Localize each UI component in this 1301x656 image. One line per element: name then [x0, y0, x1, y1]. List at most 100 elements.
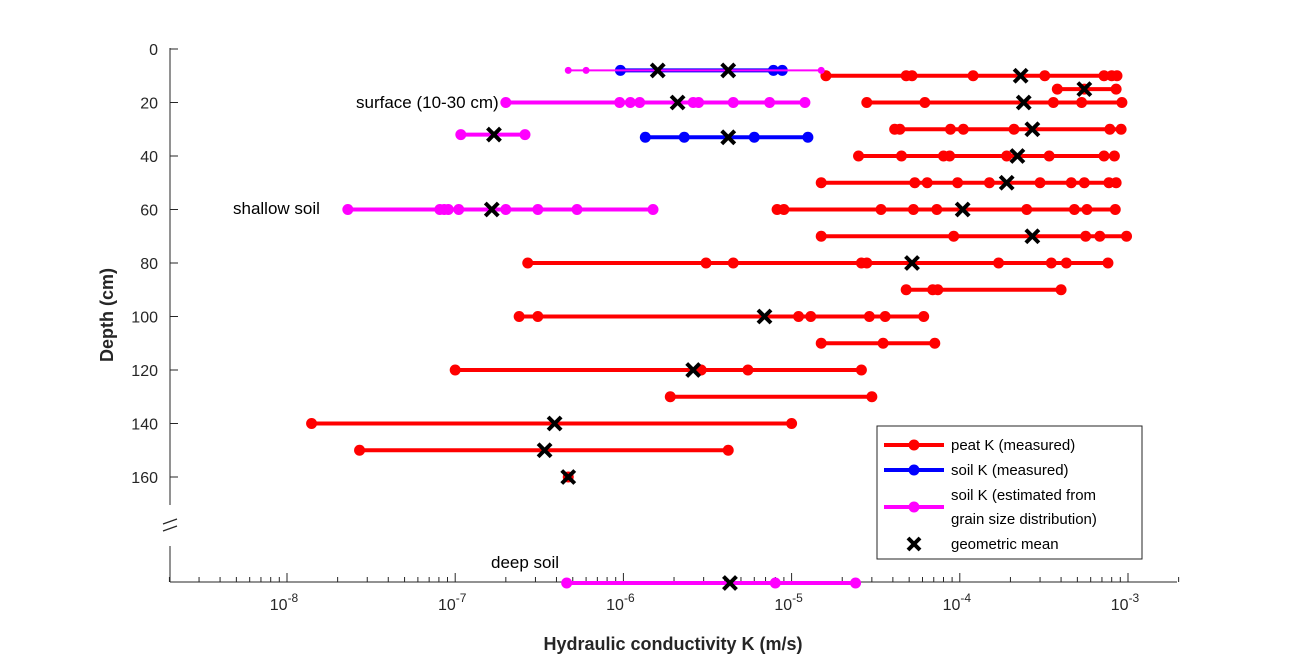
data-point-0-3-6 — [1115, 123, 1127, 135]
data-point-0-10-0 — [513, 311, 525, 322]
data-point-1-1-0 — [639, 131, 651, 143]
data-point-0-5-6 — [1065, 177, 1077, 189]
data-point-0-7-0 — [815, 230, 827, 242]
geometric-mean-marker-0-16 — [560, 469, 577, 485]
y-tick-label-160: 160 — [131, 470, 158, 487]
data-point-1-1-3 — [802, 131, 814, 143]
data-point-0-3-1 — [894, 123, 906, 135]
data-point-0-7-3 — [1094, 230, 1106, 242]
data-point-2-3-7 — [571, 204, 583, 215]
data-point-0-1-0 — [1051, 83, 1063, 95]
data-point-0-9-2 — [932, 284, 944, 296]
data-point-2-1-2 — [624, 97, 636, 108]
data-point-0-8-7 — [1060, 257, 1072, 269]
data-point-0-4-4 — [1001, 150, 1013, 162]
legend: peat K (measured) soil K (measured) soil… — [876, 425, 1143, 560]
geometric-mean-marker-0-5 — [998, 174, 1015, 191]
y-tick-label-40: 40 — [140, 149, 158, 166]
data-point-0-4-7 — [1108, 150, 1120, 162]
data-point-0-6-6 — [1068, 204, 1080, 215]
x-axis-title: Hydraulic conductivity K (m/s) — [543, 634, 802, 654]
data-point-2-0-0 — [564, 66, 572, 74]
data-point-2-1-8 — [799, 97, 811, 108]
data-point-2-1-6 — [727, 97, 739, 108]
data-point-2-4-2 — [850, 577, 862, 589]
legend-peat-label: peat K (measured) — [951, 437, 1075, 454]
data-point-2-3-8 — [647, 204, 659, 215]
data-point-1-1-1 — [678, 131, 690, 143]
legend-box — [876, 425, 1143, 560]
data-point-2-3-5 — [500, 204, 512, 215]
geometric-mean-marker-0-2 — [1015, 94, 1032, 111]
data-point-0-5-0 — [815, 177, 827, 189]
data-point-0-15-0 — [354, 444, 366, 456]
y-tick-label-60: 60 — [140, 203, 158, 220]
y-tick-label-20: 20 — [140, 96, 158, 113]
data-point-0-10-4 — [863, 311, 875, 322]
data-point-2-1-3 — [634, 97, 646, 108]
data-point-2-2-1 — [519, 129, 531, 141]
geometric-mean-marker-0-0 — [1012, 67, 1029, 84]
geometric-mean-marker-0-1 — [1076, 81, 1093, 98]
data-point-0-2-2 — [1047, 97, 1059, 108]
data-point-0-0-5 — [1098, 70, 1110, 82]
data-point-0-8-6 — [1045, 257, 1057, 269]
data-layer — [306, 64, 1133, 589]
geometric-mean-marker-2-3 — [483, 201, 500, 218]
data-point-0-0-2 — [906, 70, 918, 82]
data-point-0-5-4 — [983, 177, 995, 189]
data-point-0-5-2 — [921, 177, 933, 189]
data-point-0-14-0 — [306, 418, 318, 429]
y-tick-label-80: 80 — [140, 256, 158, 273]
data-point-2-1-0 — [500, 97, 512, 108]
data-point-0-10-2 — [793, 311, 805, 322]
geometric-mean-marker-2-4 — [722, 575, 738, 591]
x-tick-label: 10-6 — [606, 591, 635, 614]
data-point-2-4-0 — [561, 577, 573, 589]
data-point-0-5-9 — [1110, 177, 1122, 189]
data-point-0-4-3 — [944, 150, 956, 162]
legend-mean-marker — [906, 536, 922, 552]
data-point-0-9-0 — [900, 284, 912, 296]
data-point-2-0-1 — [582, 66, 590, 74]
y-tick-label-140: 140 — [131, 417, 158, 434]
data-point-0-6-5 — [1021, 204, 1033, 215]
data-point-0-2-0 — [861, 97, 873, 108]
data-point-0-6-1 — [778, 204, 790, 215]
data-point-0-5-3 — [952, 177, 964, 189]
data-point-0-11-2 — [929, 337, 941, 349]
data-point-0-3-5 — [1104, 123, 1116, 135]
geometric-mean-marker-2-2 — [486, 126, 502, 143]
data-point-0-8-5 — [993, 257, 1005, 269]
y-axis-title: Depth (cm) — [97, 268, 117, 362]
geometric-mean-marker-0-12 — [685, 362, 702, 378]
data-point-2-3-6 — [532, 204, 544, 215]
data-point-0-11-0 — [815, 337, 827, 349]
data-point-0-7-4 — [1121, 230, 1133, 242]
annotation-shallow-soil: shallow soil — [233, 199, 320, 218]
data-point-0-5-7 — [1078, 177, 1090, 189]
data-point-0-2-4 — [1116, 97, 1128, 108]
geometric-mean-marker-0-14 — [546, 415, 563, 432]
geometric-mean-marker-0-6 — [954, 201, 971, 218]
data-point-0-6-7 — [1081, 204, 1093, 215]
annotation-surface: surface (10-30 cm) — [356, 93, 499, 112]
data-point-0-0-7 — [1111, 70, 1123, 82]
data-point-0-8-0 — [522, 257, 534, 269]
data-point-2-3-4 — [453, 204, 465, 215]
data-point-0-9-3 — [1055, 284, 1067, 296]
data-point-0-12-0 — [449, 364, 461, 376]
data-point-0-3-2 — [944, 123, 956, 135]
data-point-0-12-3 — [855, 364, 867, 376]
legend-soil-measured-label: soil K (measured) — [951, 462, 1069, 479]
annotation-deep-soil: deep soil — [491, 553, 559, 572]
legend-soil-measured-marker — [908, 464, 920, 476]
data-point-0-1-2 — [1110, 83, 1122, 95]
data-point-2-2-0 — [455, 129, 467, 141]
data-point-0-4-1 — [895, 150, 907, 162]
data-point-0-3-3 — [957, 123, 969, 135]
data-point-1-1-2 — [748, 131, 760, 143]
geometric-mean-marker-1-1 — [720, 129, 737, 146]
geometric-mean-marker-0-4 — [1009, 148, 1026, 164]
